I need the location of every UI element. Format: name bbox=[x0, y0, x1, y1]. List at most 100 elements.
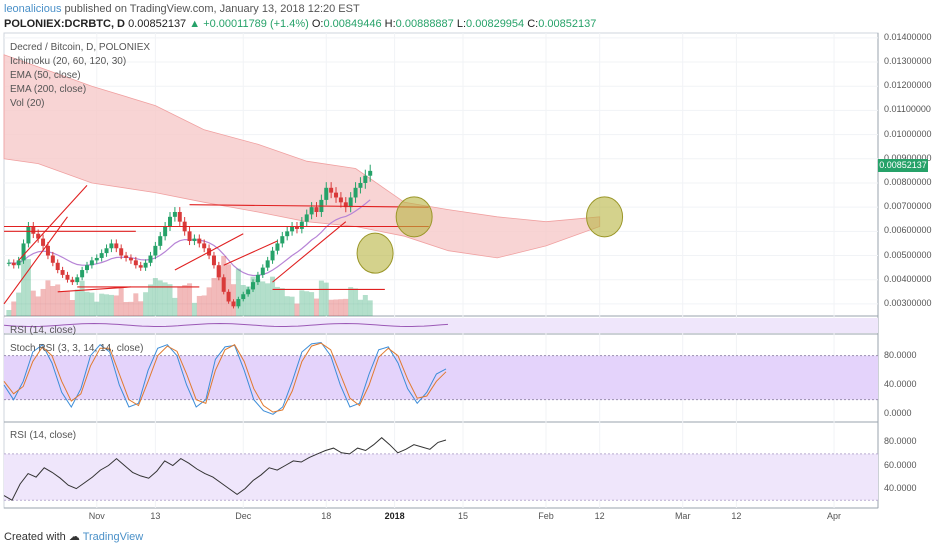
candle-body bbox=[309, 207, 314, 215]
volume-bar bbox=[35, 296, 41, 316]
candle-body bbox=[80, 270, 85, 278]
candle-body bbox=[163, 226, 168, 237]
volume-bar bbox=[362, 295, 368, 316]
candle-body bbox=[260, 267, 265, 275]
volume-bar bbox=[348, 287, 354, 316]
price-axis-label: 0.00700000 bbox=[884, 201, 932, 212]
trendline bbox=[18, 185, 88, 261]
legend-ema-50[interactable]: EMA (50, close) bbox=[10, 70, 81, 81]
legend-ema-200[interactable]: EMA (200, close) bbox=[10, 84, 87, 95]
volume-bar bbox=[191, 302, 197, 316]
open-label: O: bbox=[311, 18, 324, 30]
candle-body bbox=[251, 282, 256, 290]
rsi-axis-label: 80.0000 bbox=[884, 436, 917, 447]
candle-body bbox=[26, 226, 31, 244]
rsi-line bbox=[3, 437, 447, 501]
rsi-pane-title-top[interactable]: RSI (14, close) bbox=[10, 325, 77, 336]
candle-body bbox=[363, 175, 368, 183]
volume-bar bbox=[270, 276, 276, 316]
high-label: H: bbox=[384, 18, 396, 30]
candle-body bbox=[16, 260, 21, 266]
time-axis-tick-label: 18 bbox=[321, 511, 332, 521]
price-axis-label: 0.01400000 bbox=[884, 31, 932, 42]
candle-body bbox=[55, 262, 60, 271]
trendline bbox=[272, 221, 347, 283]
highlight-ellipse bbox=[356, 232, 394, 274]
volume-bar bbox=[74, 289, 80, 316]
publish-info: leonalicious published on TradingView.co… bbox=[4, 3, 360, 15]
volume-bar bbox=[11, 301, 17, 316]
volume-bar bbox=[353, 288, 359, 316]
price-axis-label: 0.00900000 bbox=[884, 152, 932, 163]
volume-bar bbox=[313, 298, 319, 316]
volume-bar bbox=[196, 295, 202, 316]
volume-bar bbox=[40, 288, 46, 316]
candle-body bbox=[85, 265, 90, 271]
volume-bar bbox=[245, 286, 251, 316]
candle-body bbox=[124, 255, 129, 258]
symbol-label: POLONIEX:DCRBTC, D bbox=[4, 18, 125, 30]
volume-bar bbox=[177, 286, 183, 316]
time-axis-tick-label: Nov bbox=[88, 511, 105, 521]
volume-bar bbox=[21, 256, 27, 316]
rsi-pane-title[interactable]: RSI (14, close) bbox=[10, 430, 77, 441]
candle-body bbox=[304, 214, 309, 222]
trendline bbox=[223, 240, 278, 266]
volume-bar bbox=[99, 293, 105, 316]
footer-brand[interactable]: Created with ☁ TradingView bbox=[4, 530, 143, 543]
candle-body bbox=[270, 250, 275, 261]
volume-bar bbox=[338, 299, 344, 316]
candle-body bbox=[114, 243, 119, 249]
candle-body bbox=[153, 245, 158, 256]
price-axis-label: 0.01000000 bbox=[884, 128, 932, 139]
tradingview-logo-icon: ☁ bbox=[68, 531, 80, 543]
candle-body bbox=[36, 233, 41, 239]
candle-body bbox=[221, 277, 226, 292]
candle-body bbox=[290, 226, 295, 232]
volume-bar bbox=[128, 301, 134, 316]
volume-bar bbox=[172, 297, 178, 316]
candle-body bbox=[89, 260, 94, 266]
volume-bar bbox=[357, 299, 363, 316]
candle-body bbox=[275, 243, 280, 251]
candle-body bbox=[211, 255, 216, 266]
volume-bar bbox=[328, 299, 334, 316]
legend-symbol[interactable]: Decred / Bitcoin, D, POLONIEX bbox=[10, 42, 151, 53]
highlight-ellipse bbox=[586, 196, 624, 238]
time-axis-tick-label: Feb bbox=[538, 511, 554, 521]
price-axis-label: 0.00500000 bbox=[884, 249, 932, 260]
candle-body bbox=[11, 262, 16, 266]
legend-volume[interactable]: Vol (20) bbox=[10, 98, 45, 109]
candle-body bbox=[109, 243, 114, 249]
volume-bar bbox=[367, 300, 373, 316]
volume-bar bbox=[64, 290, 70, 316]
volume-bar bbox=[216, 266, 222, 316]
time-axis-tick-label: 2018 bbox=[384, 511, 405, 521]
volume-bar bbox=[147, 284, 153, 316]
volume-bar bbox=[50, 286, 56, 316]
candle-body bbox=[21, 243, 26, 261]
candle-body bbox=[368, 170, 373, 176]
stoch-rsi-pane-title[interactable]: Stoch RSI (3, 3, 14, 14, close) bbox=[10, 343, 144, 354]
author-link[interactable]: leonalicious bbox=[4, 3, 62, 15]
trendline bbox=[57, 286, 131, 293]
candle-body bbox=[314, 207, 319, 212]
candle-body bbox=[6, 262, 11, 264]
candle-body bbox=[60, 270, 65, 275]
volume-bar bbox=[211, 278, 217, 316]
published-text: published on TradingView.com, January 13… bbox=[64, 3, 360, 15]
candle-body bbox=[168, 216, 173, 227]
candle-body bbox=[187, 231, 192, 242]
time-axis-tick-label: Apr bbox=[827, 511, 842, 521]
legend-ichimoku[interactable]: Ichimoku (20, 60, 120, 30) bbox=[10, 56, 127, 67]
candle-body bbox=[353, 187, 358, 198]
last-price-tag: 0.00852137 bbox=[878, 159, 928, 172]
volume-bar bbox=[323, 282, 329, 316]
volume-bar bbox=[143, 292, 149, 316]
candle-body bbox=[133, 260, 138, 266]
volume-bar bbox=[250, 276, 256, 316]
candle-body bbox=[334, 192, 339, 198]
stoch-axis-label: 40.0000 bbox=[884, 379, 917, 389]
candle-body bbox=[348, 197, 353, 208]
